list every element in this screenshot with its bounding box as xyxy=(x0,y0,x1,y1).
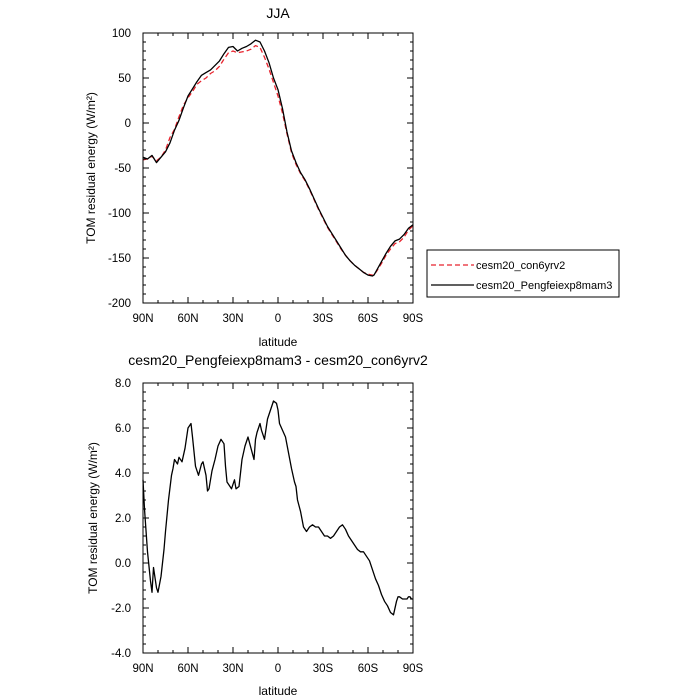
y-tick-label: 8.0 xyxy=(115,378,131,390)
top-plot-frame xyxy=(142,32,414,304)
y-tick-label: -2.0 xyxy=(111,603,131,615)
x-tick-label: 30N xyxy=(222,663,243,675)
top-chart: JJA 90N 60N 30N 0 30S 60S 90S 100 50 0 -50 -100 -150… xyxy=(84,5,620,349)
y-tick-label: 2.0 xyxy=(115,513,131,525)
y-tick-label: -50 xyxy=(114,163,131,175)
bottom-plot-frame xyxy=(142,382,414,654)
x-tick-label: 60N xyxy=(177,663,198,675)
series-line-cesm20_Pengfeiexp8mam3 xyxy=(142,39,414,277)
top-x-axis-label: latitude xyxy=(259,335,298,349)
y-tick-label: 4.0 xyxy=(115,468,131,480)
y-tick-label: 50 xyxy=(118,73,131,85)
legend-label-con6yrv2: cesm20_con6yrv2 xyxy=(476,260,565,272)
y-tick-label: -200 xyxy=(108,298,131,310)
x-tick-label: 30S xyxy=(313,313,334,325)
y-tick-label: -150 xyxy=(108,253,131,265)
y-tick-label: 100 xyxy=(112,28,131,40)
x-tick-label: 60S xyxy=(358,313,379,325)
y-tick-label: -4.0 xyxy=(111,648,131,660)
difference-line xyxy=(142,400,413,616)
top-chart-title: JJA xyxy=(266,5,290,21)
y-tick-label: -100 xyxy=(108,208,131,220)
legend-frame xyxy=(426,249,620,298)
x-tick-label: 90S xyxy=(403,663,424,675)
x-tick-label: 90N xyxy=(132,313,153,325)
x-tick-label: 90N xyxy=(132,663,153,675)
x-tick-label: 30S xyxy=(313,663,334,675)
x-tick-label: 0 xyxy=(275,663,281,675)
legend-label-pengfeiexp8mam3: cesm20_Pengfeiexp8mam3 xyxy=(476,280,612,292)
x-tick-label: 90S xyxy=(403,313,424,325)
x-tick-label: 0 xyxy=(275,313,281,325)
x-tick-label: 60S xyxy=(358,663,379,675)
legend: cesm20_con6yrv2 cesm20_Pengfeiexp8mam3 xyxy=(426,249,620,298)
bottom-x-axis-label: latitude xyxy=(259,684,298,698)
y-tick-label: 0.0 xyxy=(115,558,131,570)
y-tick-label: 0 xyxy=(125,118,131,130)
x-tick-label: 30N xyxy=(222,313,243,325)
bottom-chart-title: cesm20_Pengfeiexp8mam3 - cesm20_con6yrv2 xyxy=(128,352,428,368)
x-tick-label: 60N xyxy=(177,313,198,325)
series-line-cesm20_con6yrv2 xyxy=(142,44,414,276)
bottom-y-axis-label: TOM residual energy (W/m²) xyxy=(86,442,100,594)
bottom-chart: cesm20_Pengfeiexp8mam3 - cesm20_con6yrv2… xyxy=(86,352,428,698)
y-tick-label: 6.0 xyxy=(115,423,131,435)
top-y-axis-label: TOM residual energy (W/m²) xyxy=(84,92,98,244)
